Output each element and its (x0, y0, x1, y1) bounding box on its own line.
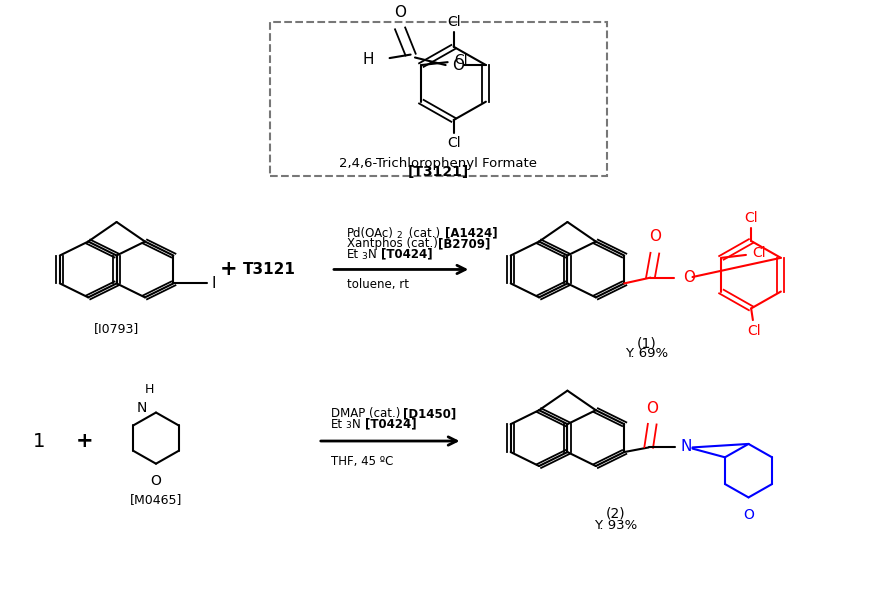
Text: Cl: Cl (744, 211, 758, 225)
Text: [D1450]: [D1450] (403, 407, 456, 420)
Text: I: I (211, 276, 217, 291)
Text: Pd(OAc): Pd(OAc) (347, 227, 394, 240)
Text: (1): (1) (636, 336, 656, 350)
Text: Xantphos (cat.): Xantphos (cat.) (347, 237, 441, 250)
Text: toluene, rt: toluene, rt (347, 277, 409, 290)
Text: 2,4,6-Trichlorophenyl Formate: 2,4,6-Trichlorophenyl Formate (339, 157, 537, 170)
Text: [A1424]: [A1424] (445, 227, 498, 240)
Text: H: H (145, 383, 154, 396)
Text: Cl: Cl (747, 324, 760, 337)
Text: 3: 3 (345, 421, 351, 430)
Text: [M0465]: [M0465] (130, 493, 182, 506)
Text: +: + (76, 431, 93, 451)
Text: (cat.): (cat.) (404, 227, 443, 240)
Text: O: O (151, 474, 161, 488)
Text: Et: Et (331, 418, 344, 431)
Text: H: H (362, 52, 374, 67)
Text: (2): (2) (606, 507, 626, 521)
Text: 1: 1 (33, 431, 46, 450)
Text: 3: 3 (361, 252, 366, 261)
Text: O: O (683, 270, 695, 285)
Text: O: O (743, 508, 754, 522)
Text: O: O (646, 401, 658, 416)
Text: [B2709]: [B2709] (438, 237, 490, 250)
Text: N: N (368, 248, 381, 261)
Text: Cl: Cl (752, 246, 766, 260)
Text: Cl: Cl (447, 136, 461, 151)
Text: O: O (648, 230, 661, 245)
Text: T3121: T3121 (243, 262, 296, 277)
Text: Y. 93%: Y. 93% (594, 519, 637, 532)
Text: [I0793]: [I0793] (94, 322, 139, 335)
Text: [T0424]: [T0424] (366, 418, 417, 431)
Text: THF, 45 ºC: THF, 45 ºC (331, 455, 394, 468)
Text: +: + (220, 259, 238, 280)
Text: N: N (137, 401, 147, 415)
Bar (270, 22, 607, 176)
Text: Cl: Cl (455, 54, 469, 67)
Text: Et: Et (347, 248, 359, 261)
Text: Cl: Cl (447, 15, 461, 29)
Text: [T3121]: [T3121] (408, 165, 469, 179)
Text: DMAP (cat.): DMAP (cat.) (331, 407, 404, 420)
Text: Y. 69%: Y. 69% (625, 347, 668, 361)
Text: O: O (394, 5, 406, 20)
Text: N: N (680, 439, 692, 454)
Text: [T0424]: [T0424] (381, 248, 433, 261)
Text: 2: 2 (396, 231, 403, 240)
Text: O: O (452, 58, 464, 73)
Text: N: N (352, 418, 365, 431)
